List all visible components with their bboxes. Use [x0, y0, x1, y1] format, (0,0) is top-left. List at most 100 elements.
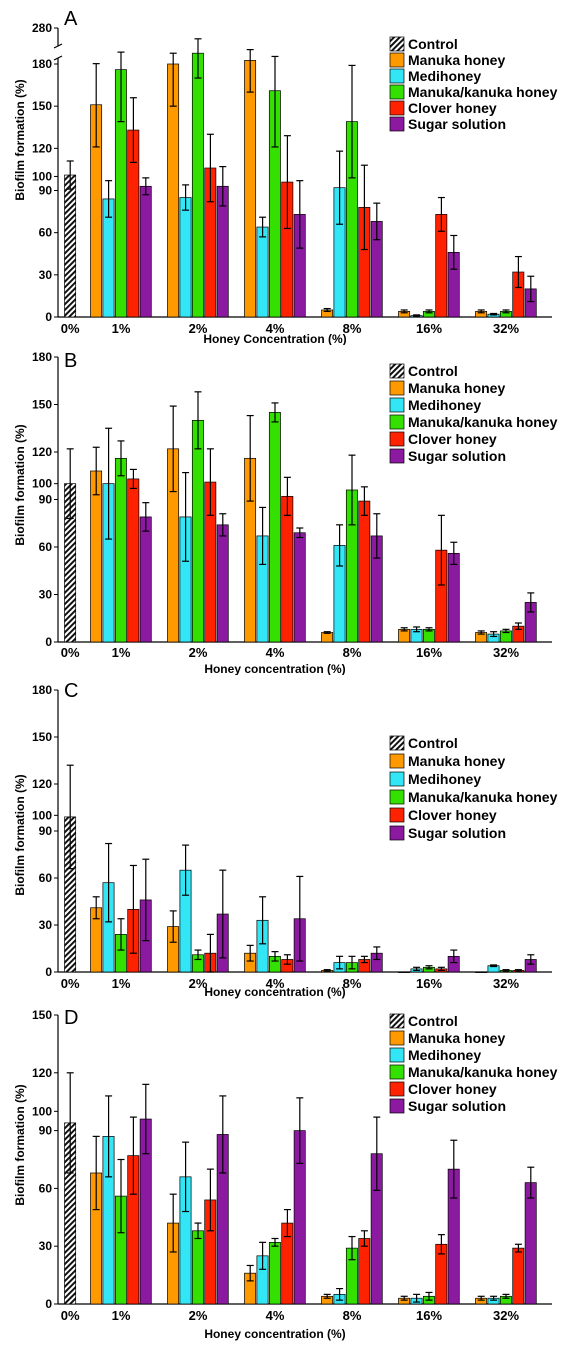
legend-label: Medihoney: [408, 1047, 481, 1063]
x-axis-label: Honey concentration (%): [204, 985, 345, 999]
legend-swatch: [389, 1013, 405, 1029]
legend-label: Manuka/kanuka honey: [408, 1064, 558, 1080]
legend-label: Sugar solution: [408, 116, 506, 132]
legend-swatch: [389, 825, 405, 841]
legend-label: Manuka honey: [408, 753, 505, 769]
legend-label: Manuka/kanuka honey: [408, 414, 558, 430]
y-tick-label: 100: [32, 169, 52, 183]
y-tick-label: 100: [32, 808, 52, 822]
legend-swatch: [389, 1030, 405, 1046]
bar: [358, 1238, 371, 1305]
x-tick-label: 1%: [112, 321, 131, 336]
legend-swatch: [389, 68, 405, 84]
x-tick-label: 32%: [493, 645, 519, 660]
legend-swatch: [389, 735, 405, 751]
y-tick-label: 30: [39, 588, 53, 602]
x-tick-label: 16%: [416, 321, 442, 336]
bar: [512, 1247, 525, 1305]
legend-swatch: [389, 789, 405, 805]
y-tick-label: 30: [39, 1239, 53, 1253]
bar: [268, 412, 281, 643]
bar: [293, 532, 306, 643]
legend-label: Medihoney: [408, 771, 481, 787]
y-tick-label: 30: [39, 918, 53, 932]
legend-swatch: [389, 1047, 405, 1063]
bar: [191, 419, 204, 643]
x-tick-label: 4%: [266, 976, 285, 991]
legend-swatch: [389, 380, 405, 396]
x-tick-label: 2%: [189, 645, 208, 660]
x-tick-label: 4%: [266, 645, 285, 660]
y-axis-label: Biofilm formation (%): [13, 1084, 27, 1205]
bar: [139, 185, 152, 318]
bar: [179, 197, 192, 318]
bar: [398, 971, 411, 973]
panel-letter: A: [64, 8, 78, 30]
x-tick-label: 8%: [343, 1308, 362, 1323]
x-tick-label: 1%: [112, 976, 131, 991]
legend-swatch: [389, 116, 405, 132]
y-tick-label: 280: [32, 21, 52, 35]
axis-break-mark: [53, 55, 63, 61]
bar: [90, 470, 103, 643]
legend-swatch: [389, 36, 405, 52]
legend-label: Clover honey: [408, 431, 497, 447]
bar: [244, 60, 257, 318]
x-tick-label: 32%: [493, 321, 519, 336]
legend-label: Manuka honey: [408, 380, 505, 396]
y-tick-label: 0: [45, 1297, 52, 1311]
x-axis-label: Honey Concentration (%): [203, 332, 346, 345]
y-tick-label: 120: [32, 445, 52, 459]
x-tick-label: 2%: [189, 321, 208, 336]
bar: [358, 500, 371, 643]
legend-label: Manuka honey: [408, 1030, 505, 1046]
x-tick-label: 32%: [493, 1308, 519, 1323]
y-tick-label: 60: [39, 226, 53, 240]
legend-swatch: [389, 431, 405, 447]
bar: [64, 174, 77, 318]
x-axis-label: Honey concentration (%): [204, 1327, 345, 1341]
y-tick-label: 100: [32, 477, 52, 491]
x-tick-label: 0%: [61, 976, 80, 991]
legend-label: Sugar solution: [408, 825, 506, 841]
legend-swatch: [389, 397, 405, 413]
x-tick-label: 0%: [61, 321, 80, 336]
y-tick-label: 120: [32, 1066, 52, 1080]
y-tick-label: 60: [39, 1181, 53, 1195]
x-tick-label: 16%: [416, 1308, 442, 1323]
bar: [256, 226, 269, 318]
y-tick-label: 150: [32, 1008, 52, 1022]
y-axis-label: Biofilm formation (%): [13, 774, 27, 895]
y-tick-label: 90: [39, 1124, 53, 1138]
bar: [127, 478, 140, 643]
y-axis-label: Biofilm formation (%): [13, 79, 27, 200]
bar: [191, 52, 204, 318]
y-tick-label: 90: [39, 824, 53, 838]
chart-panel-d: 0 30 60 90 100 120 150 Biofilm formation (%) D 0%…: [13, 1007, 558, 1341]
legend-swatch: [389, 100, 405, 116]
bar: [321, 632, 334, 643]
legend-label: Control: [408, 735, 458, 751]
bar: [475, 971, 488, 973]
x-tick-label: 8%: [343, 976, 362, 991]
x-tick-label: 1%: [112, 645, 131, 660]
legend-swatch: [389, 1098, 405, 1114]
x-tick-label: 16%: [416, 645, 442, 660]
y-tick-label: 150: [32, 99, 52, 113]
legend-swatch: [389, 448, 405, 464]
y-tick-label: 90: [39, 184, 53, 198]
y-tick-label: 0: [45, 965, 52, 979]
y-tick-label: 150: [32, 398, 52, 412]
bar: [191, 1230, 204, 1305]
legend-label: Control: [408, 36, 458, 52]
x-tick-label: 2%: [189, 976, 208, 991]
x-tick-label: 4%: [266, 321, 285, 336]
chart-panel-b: 0 30 60 90 100 120 150 180 Biofilm formation (%)…: [13, 350, 558, 675]
bar: [114, 457, 127, 643]
y-tick-label: 150: [32, 730, 52, 744]
y-tick-label: 60: [39, 540, 53, 554]
legend-swatch: [389, 807, 405, 823]
legend-label: Clover honey: [408, 807, 497, 823]
y-tick-label: 180: [32, 57, 52, 71]
